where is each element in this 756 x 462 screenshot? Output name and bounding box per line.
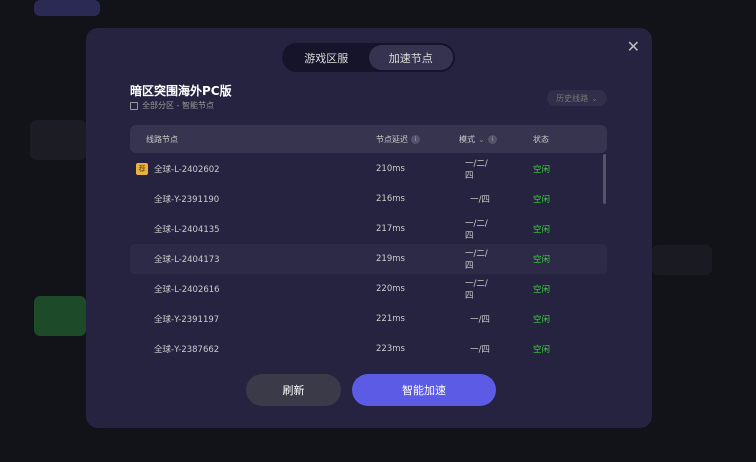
history-dropdown[interactable]: 历史线路 ⌄	[547, 90, 607, 106]
col-mode-label: 模式	[459, 134, 475, 144]
chevron-down-icon: ⌄	[591, 93, 598, 103]
node-status: 空闲	[533, 315, 551, 325]
table-row[interactable]: 全球-Y-2391197 221ms 一/四 空闲	[130, 304, 607, 334]
node-name: 全球-L-2404135	[154, 225, 220, 235]
node-mode: 一/二/四	[465, 279, 488, 301]
background-button	[34, 296, 86, 336]
col-mode[interactable]: 模式 ⌄ i	[459, 125, 497, 153]
game-title: 暗区突围海外PC版	[130, 84, 232, 98]
col-latency-label: 节点延迟	[376, 134, 408, 144]
table-row[interactable]: 全球-Y-2391190 216ms 一/四 空闲	[130, 184, 607, 214]
node-latency: 210ms	[376, 164, 405, 174]
table-row[interactable]: 全球-L-2402616 220ms 一/二/四 空闲	[130, 274, 607, 304]
node-name: 全球-Y-2391197	[154, 315, 220, 325]
node-latency: 216ms	[376, 194, 405, 204]
subtitle-text: 全部分区 - 智能节点	[142, 101, 214, 110]
node-latency: 217ms	[376, 224, 405, 234]
history-label: 历史线路	[556, 93, 589, 103]
node-name: 全球-Y-2387662	[154, 345, 220, 355]
node-status: 空闲	[533, 285, 551, 295]
node-select-dialog: ✕ 游戏区服 加速节点 暗区突围海外PC版 全部分区 - 智能节点 历史线路 ⌄…	[86, 28, 652, 428]
tab-switcher: 游戏区服 加速节点	[282, 43, 455, 72]
node-mode: 一/四	[470, 315, 490, 325]
node-mode: 一/四	[470, 195, 490, 205]
subtitle: 全部分区 - 智能节点	[130, 100, 214, 111]
node-latency: 219ms	[376, 254, 405, 264]
col-node: 线路节点	[146, 134, 178, 144]
node-latency: 220ms	[376, 284, 405, 294]
info-icon[interactable]: i	[487, 134, 497, 144]
node-status: 空闲	[533, 195, 551, 205]
node-latency: 223ms	[376, 344, 405, 354]
col-latency[interactable]: 节点延迟 i	[376, 125, 420, 153]
table-row[interactable]: 全球-L-2404135 217ms 一/二/四 空闲	[130, 214, 607, 244]
tab-game-server[interactable]: 游戏区服	[304, 51, 349, 65]
node-mode: 一/二/四	[465, 159, 488, 181]
node-status: 空闲	[533, 255, 551, 265]
node-list: 荐全球-L-2402602 210ms 一/二/四 空闲 全球-Y-2391190…	[130, 154, 607, 364]
background-logo	[34, 0, 100, 16]
node-name: 全球-Y-2391190	[154, 195, 220, 205]
info-icon[interactable]: i	[411, 134, 420, 144]
chevron-down-icon: ⌄	[478, 134, 485, 144]
node-name: 全球-L-2404173	[154, 255, 220, 265]
table-header: 线路节点 节点延迟 i 模式 ⌄ i 状态	[130, 125, 607, 153]
col-status: 状态	[533, 134, 549, 144]
node-status: 空闲	[533, 225, 551, 235]
tab-accel-node[interactable]: 加速节点	[368, 45, 453, 70]
node-name: 全球-L-2402616	[154, 285, 220, 295]
background-card	[652, 245, 712, 275]
node-mode: 一/四	[470, 345, 490, 355]
table-row[interactable]: 荐全球-L-2402602 210ms 一/二/四 空闲	[130, 154, 607, 184]
node-status: 空闲	[533, 345, 551, 355]
table-row[interactable]: 全球-Y-2387662 223ms 一/四 空闲	[130, 334, 607, 364]
smart-accelerate-button[interactable]: 智能加速	[352, 374, 496, 406]
background-panel	[30, 120, 86, 160]
server-icon	[130, 101, 138, 110]
table-row[interactable]: 全球-L-2404173 219ms 一/二/四 空闲	[130, 244, 607, 274]
node-latency: 221ms	[376, 314, 405, 324]
scrollbar[interactable]	[603, 154, 606, 204]
node-status: 空闲	[533, 165, 551, 175]
node-mode: 一/二/四	[465, 249, 488, 271]
node-name: 全球-L-2402602	[154, 165, 220, 175]
node-mode: 一/二/四	[465, 219, 488, 241]
refresh-button[interactable]: 刷新	[246, 374, 341, 406]
close-icon[interactable]: ✕	[626, 37, 640, 56]
recommend-badge: 荐	[136, 163, 148, 175]
